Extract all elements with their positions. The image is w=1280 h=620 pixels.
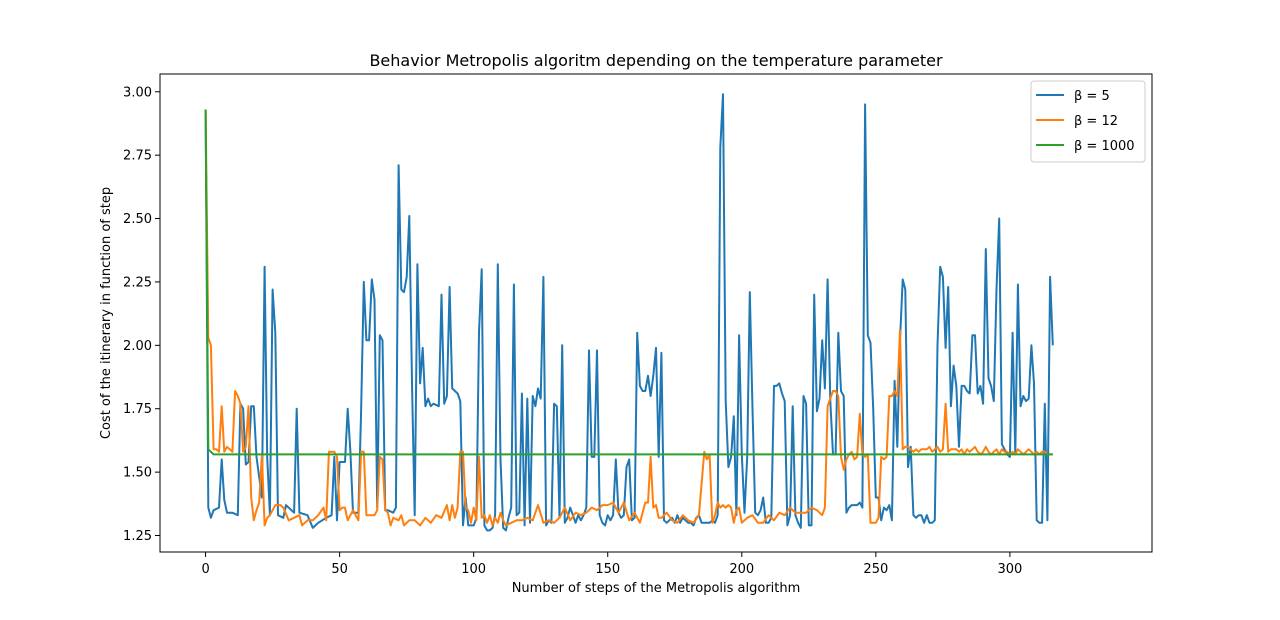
x-axis-label: Number of steps of the Metropolis algori…: [512, 581, 801, 596]
axes-layer: [159, 73, 1153, 553]
y-tick-label: 2.25: [123, 275, 152, 290]
y-tick-label: 2.75: [123, 149, 152, 164]
legend-items: β = 5 β = 12 β = 1000: [1036, 89, 1135, 154]
legend-box: [1030, 80, 1146, 163]
series-line-1: [204, 93, 1054, 532]
legend: β = 5 β = 12 β = 1000: [1030, 80, 1146, 163]
y-tick-label: 1.25: [123, 529, 152, 544]
x-tick-label: 0: [201, 562, 209, 577]
y-axis-label: Cost of the itinerary in function of ste…: [99, 187, 114, 439]
plot-frame: [159, 73, 1153, 553]
y-tick-label: 1.75: [123, 402, 152, 417]
x-tick-label: 150: [595, 562, 620, 577]
y-tick-label: 1.50: [123, 466, 152, 481]
chart-title: Behavior Metropolis algoritm depending o…: [369, 51, 943, 70]
x-tick-label: 300: [997, 562, 1022, 577]
series-line-3: [204, 109, 1053, 456]
y-tick-label: 2.50: [123, 212, 152, 227]
legend-label-1: β = 5: [1074, 89, 1110, 104]
x-tick-label: 100: [461, 562, 486, 577]
x-tick-label: 50: [331, 562, 348, 577]
x-tick-label: 200: [729, 562, 754, 577]
x-axis: 0 50 100 150 200 250 300: [201, 552, 1022, 577]
y-axis: 1.25 1.50 1.75 2.00 2.25 2.50 2.75 3.00: [123, 85, 160, 544]
series-layer: [204, 93, 1054, 532]
legend-label-3: β = 1000: [1074, 139, 1135, 154]
x-tick-label: 250: [863, 562, 888, 577]
legend-label-2: β = 12: [1074, 114, 1118, 129]
y-tick-label: 2.00: [123, 339, 152, 354]
y-tick-label: 3.00: [123, 85, 152, 100]
series-line-2: [204, 109, 1053, 527]
